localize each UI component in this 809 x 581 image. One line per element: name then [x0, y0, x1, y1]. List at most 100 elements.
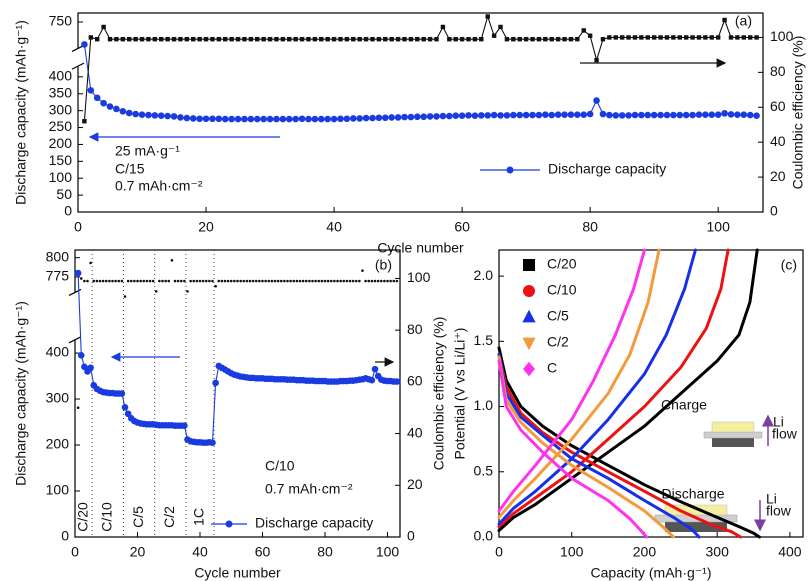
curve-discharge — [497, 346, 761, 539]
series-line — [77, 273, 397, 444]
legend-label: C/10 — [547, 282, 577, 298]
data-point — [741, 35, 746, 40]
data-point — [375, 114, 383, 122]
data-point — [209, 115, 216, 123]
data-point — [95, 279, 99, 283]
data-point — [100, 99, 107, 107]
x-tick-label: 0 — [71, 544, 79, 560]
data-point — [179, 279, 183, 283]
data-point — [370, 279, 374, 283]
data-point — [138, 111, 146, 119]
data-point — [324, 115, 331, 123]
data-point — [401, 113, 408, 121]
data-point — [87, 87, 95, 94]
data-point — [283, 279, 286, 283]
data-point — [408, 36, 414, 42]
data-point — [593, 97, 600, 104]
data-point — [236, 279, 239, 283]
data-point — [215, 115, 223, 123]
data-point — [308, 279, 311, 283]
data-point — [554, 111, 562, 119]
legend-marker — [506, 166, 514, 174]
y-tick-label: 300 — [46, 390, 70, 406]
data-point — [320, 279, 324, 283]
data-point — [631, 111, 639, 119]
data-point — [132, 110, 139, 118]
data-point — [87, 364, 94, 372]
data-point — [498, 24, 503, 30]
data-point — [82, 119, 87, 124]
data-point — [305, 115, 312, 123]
data-point — [543, 36, 548, 42]
data-point — [389, 279, 392, 283]
data-point — [177, 114, 184, 121]
data-point — [151, 112, 159, 119]
data-point — [434, 36, 439, 42]
y2-tick-label: 60 — [407, 373, 423, 389]
data-point — [651, 35, 657, 40]
x-tick-label: 0 — [74, 219, 82, 235]
data-point — [345, 279, 349, 283]
data-point — [511, 36, 516, 42]
data-point — [197, 36, 202, 42]
y2-tick-label: 20 — [407, 476, 423, 492]
electrode — [665, 522, 727, 532]
axis-break-gap — [76, 48, 80, 67]
data-point — [613, 35, 618, 40]
y2-tick-label: 60 — [770, 98, 786, 114]
data-point — [226, 279, 230, 283]
data-point — [270, 279, 274, 283]
data-point — [516, 111, 524, 119]
battery-icon — [703, 421, 763, 447]
x-tick-label: 40 — [326, 219, 342, 235]
data-point — [202, 115, 210, 123]
data-point — [145, 111, 152, 119]
data-point — [165, 36, 170, 42]
data-point — [740, 111, 748, 119]
data-point — [677, 35, 682, 40]
data-point — [638, 111, 645, 119]
data-point — [293, 36, 298, 42]
legend-marker — [523, 361, 535, 377]
data-point — [587, 33, 593, 38]
data-point — [127, 36, 132, 42]
axis-break-mark — [71, 62, 85, 70]
data-point — [261, 36, 266, 42]
data-point — [670, 111, 677, 119]
x-tick-label: 20 — [198, 219, 214, 235]
x-tick-label: 100 — [376, 544, 400, 560]
data-point — [753, 112, 760, 120]
data-point — [722, 17, 727, 23]
plot-frame — [77, 12, 764, 213]
data-point — [195, 279, 199, 283]
data-point — [253, 115, 261, 123]
data-point — [389, 36, 394, 42]
data-point — [228, 115, 235, 123]
y-tick-label: 100 — [46, 482, 70, 498]
data-point — [173, 279, 177, 283]
data-point — [89, 261, 92, 265]
data-point — [671, 35, 676, 40]
data-point — [92, 279, 96, 283]
data-point — [364, 279, 367, 283]
legend-label: C/2 — [547, 334, 569, 350]
data-point — [349, 115, 357, 122]
data-point — [735, 35, 740, 40]
data-point — [295, 279, 299, 283]
y-tick-label: 0 — [61, 528, 69, 544]
data-point — [542, 111, 549, 119]
data-point — [286, 279, 289, 283]
data-point — [702, 111, 709, 119]
data-point — [696, 35, 702, 40]
data-point — [311, 115, 319, 123]
x-tick-label: 0 — [495, 544, 503, 560]
data-point — [104, 279, 108, 283]
data-point — [351, 279, 355, 283]
data-point — [344, 36, 350, 42]
data-point — [274, 36, 279, 42]
data-point — [440, 24, 446, 30]
data-point — [196, 115, 203, 123]
data-point — [746, 111, 754, 119]
y-tick-label: 0 — [64, 203, 72, 219]
data-point — [79, 277, 83, 280]
